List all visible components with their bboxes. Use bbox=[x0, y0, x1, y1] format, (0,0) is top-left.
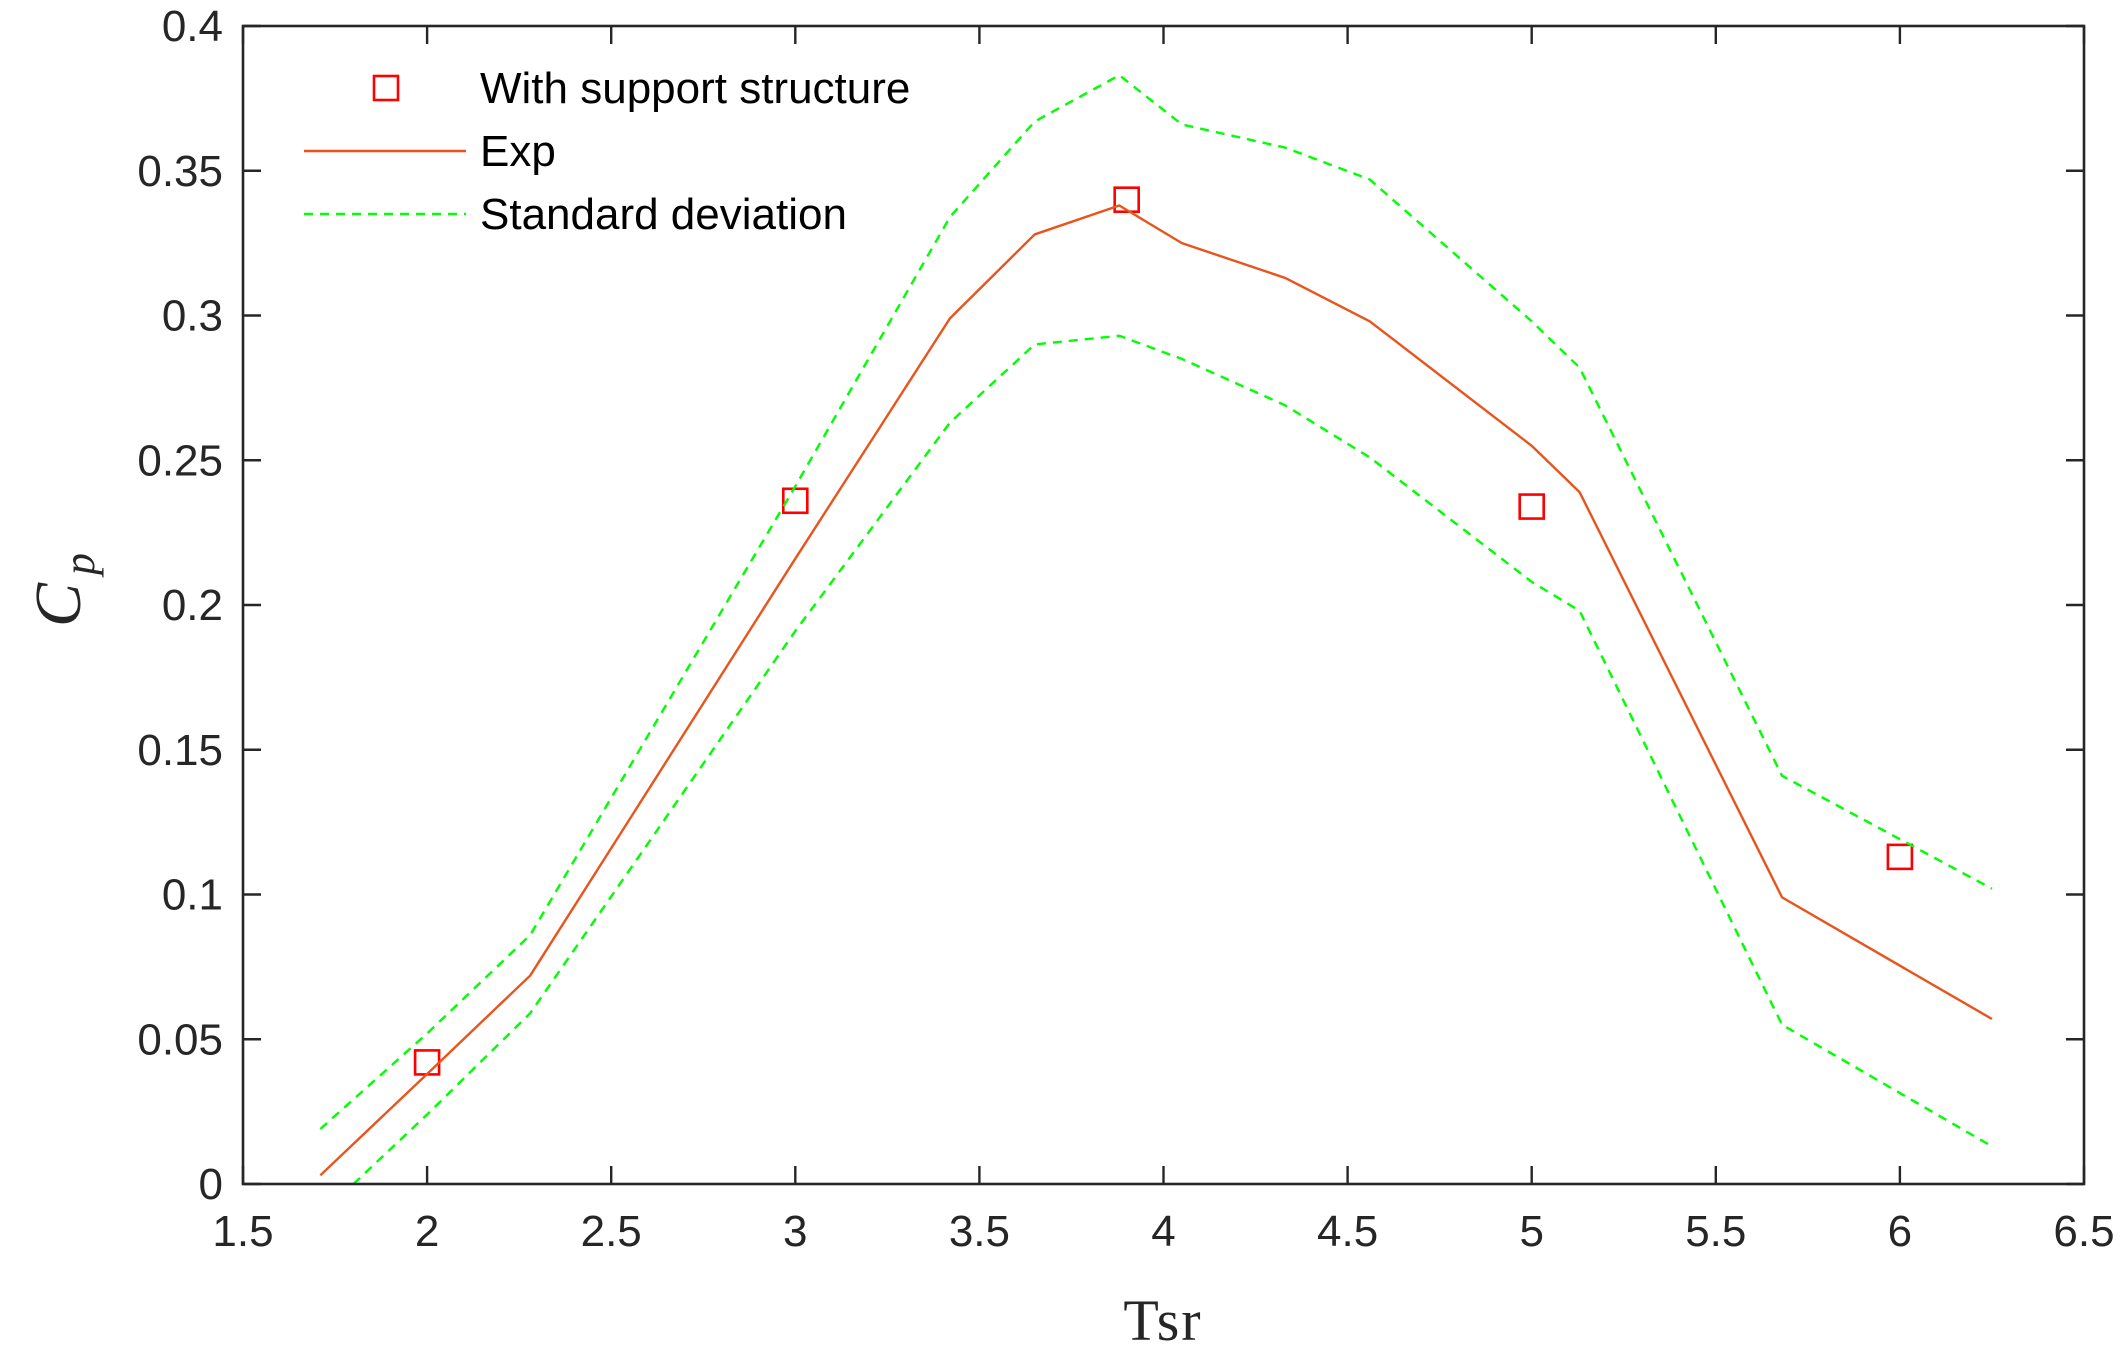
data-point-marker bbox=[781, 487, 809, 515]
x-tick-label: 4 bbox=[1151, 1207, 1175, 1256]
series-3 bbox=[352, 334, 1993, 1185]
y-tick-label: 0.25 bbox=[137, 436, 223, 485]
x-axis-label: Tsr bbox=[1123, 1288, 1202, 1353]
x-tick-label: 2.5 bbox=[581, 1207, 642, 1256]
series-line bbox=[319, 204, 1993, 1177]
y-axis-label-subscript: p bbox=[55, 553, 104, 578]
legend-label: Standard deviation bbox=[480, 190, 847, 239]
x-tick-label: 2 bbox=[415, 1207, 439, 1256]
x-tick-label: 6 bbox=[1888, 1207, 1912, 1256]
y-tick-label: 0.4 bbox=[162, 2, 223, 51]
axes-layer: 1.5 2 2.5 3 3.5 4 4.5 5 5.5 6 6.5 0 0.05 0.1 0.15 0.2 0.… bbox=[137, 2, 2114, 1256]
y-tick-label: 0.15 bbox=[137, 726, 223, 775]
legend: With support structure Exp Standard deviat… bbox=[304, 64, 910, 239]
y-tick-label: 0.1 bbox=[162, 871, 223, 920]
x-tick-label: 1.5 bbox=[212, 1207, 273, 1256]
legend-entry-0: With support structure bbox=[372, 64, 910, 113]
y-tick-label: 0.3 bbox=[162, 292, 223, 341]
series-2 bbox=[319, 74, 1993, 1130]
y-axis-label-main: C bbox=[22, 582, 95, 627]
series-line bbox=[319, 74, 1993, 1130]
series-line bbox=[352, 334, 1993, 1185]
x-tick-label: 6.5 bbox=[2053, 1207, 2114, 1256]
plot-area bbox=[243, 26, 2084, 1184]
x-tick-label: 4.5 bbox=[1317, 1207, 1378, 1256]
legend-entry-2: Standard deviation bbox=[304, 190, 847, 239]
legend-entry-1: Exp bbox=[304, 127, 556, 176]
legend-marker bbox=[372, 74, 400, 102]
data-point-marker bbox=[1886, 843, 1914, 871]
series-1 bbox=[319, 204, 1993, 1177]
legend-label: With support structure bbox=[480, 64, 910, 113]
y-tick-label: 0.2 bbox=[162, 581, 223, 630]
y-tick-label: 0 bbox=[199, 1160, 223, 1209]
x-tick-label: 5.5 bbox=[1685, 1207, 1746, 1256]
y-tick-label: 0.35 bbox=[137, 147, 223, 196]
x-tick-label: 3.5 bbox=[949, 1207, 1010, 1256]
series-layer bbox=[319, 74, 1993, 1185]
y-tick-label: 0.05 bbox=[137, 1015, 223, 1064]
y-axis-label: C p bbox=[22, 553, 104, 627]
legend-label: Exp bbox=[480, 127, 556, 176]
data-point-marker bbox=[1113, 186, 1140, 213]
x-tick-label: 3 bbox=[783, 1207, 807, 1256]
data-point-marker bbox=[1518, 493, 1545, 520]
x-tick-label: 5 bbox=[1519, 1207, 1543, 1256]
